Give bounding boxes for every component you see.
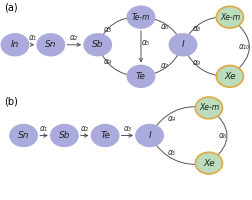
Text: Te: Te	[100, 131, 110, 140]
Circle shape	[10, 125, 37, 146]
Text: α₃: α₃	[104, 25, 112, 34]
Text: α₇: α₇	[161, 61, 168, 70]
Text: α₁₀: α₁₀	[239, 42, 250, 51]
Text: In: In	[11, 40, 19, 49]
Circle shape	[2, 34, 28, 56]
Circle shape	[37, 34, 64, 56]
Text: α₈: α₈	[193, 24, 201, 33]
Text: Xe-m: Xe-m	[220, 13, 240, 22]
Text: α₄: α₄	[104, 57, 112, 66]
Text: α₂: α₂	[81, 124, 89, 133]
Circle shape	[91, 125, 119, 146]
Text: α₃: α₃	[123, 124, 131, 133]
Text: Xe-m: Xe-m	[199, 103, 219, 112]
Text: α₁: α₁	[29, 33, 37, 42]
Circle shape	[127, 65, 154, 87]
Circle shape	[216, 6, 243, 28]
Text: α₉: α₉	[193, 58, 201, 67]
Circle shape	[51, 125, 78, 146]
Text: α₁: α₁	[40, 124, 48, 133]
Text: Te: Te	[136, 72, 146, 81]
Text: α₅: α₅	[141, 38, 149, 47]
Text: Sb: Sb	[92, 40, 104, 49]
Text: Sn: Sn	[18, 131, 29, 140]
Text: α₄: α₄	[168, 114, 176, 123]
Text: α₆: α₆	[219, 131, 227, 140]
Circle shape	[136, 125, 163, 146]
Text: Xe: Xe	[203, 159, 215, 168]
Circle shape	[169, 34, 197, 56]
Text: α₅: α₅	[168, 148, 176, 157]
Circle shape	[195, 152, 223, 174]
Text: Sb: Sb	[59, 131, 70, 140]
Text: I: I	[148, 131, 151, 140]
Text: Te-m: Te-m	[132, 13, 150, 22]
Text: α₆: α₆	[161, 22, 168, 31]
Text: α₂: α₂	[70, 33, 78, 42]
Circle shape	[84, 34, 111, 56]
Circle shape	[127, 6, 154, 28]
Text: Xe: Xe	[224, 72, 236, 81]
Text: (b): (b)	[4, 96, 18, 106]
Text: (a): (a)	[4, 2, 17, 12]
Circle shape	[216, 65, 243, 87]
Circle shape	[195, 97, 223, 119]
Text: Sn: Sn	[45, 40, 56, 49]
Text: I: I	[182, 40, 184, 49]
